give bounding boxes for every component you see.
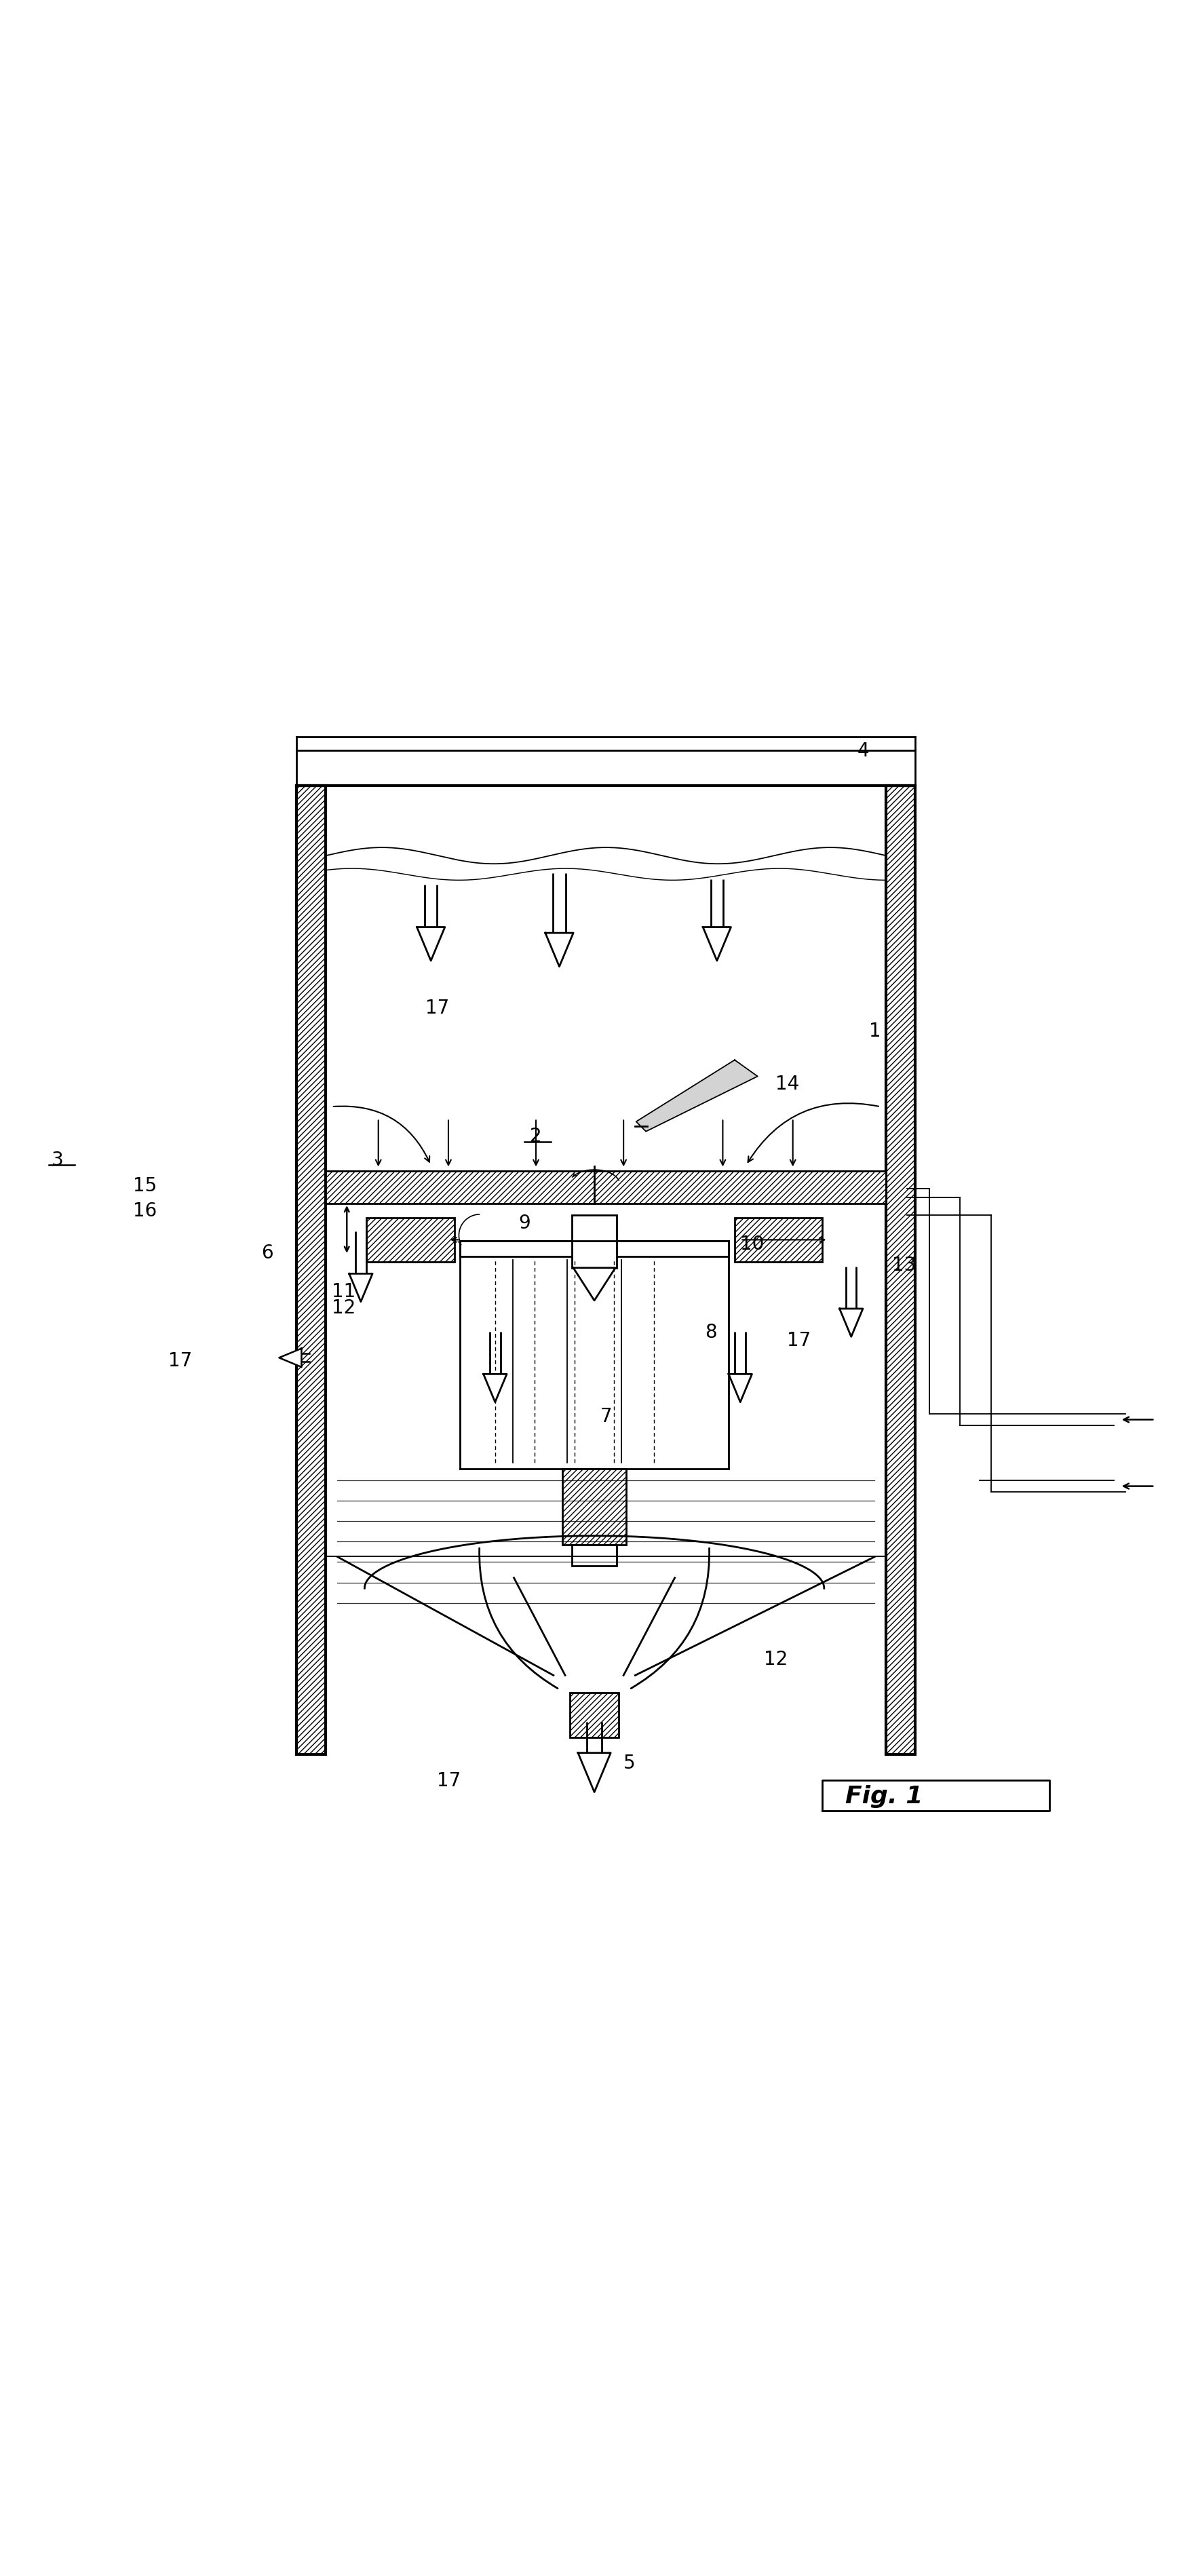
Polygon shape [484,1376,507,1401]
Text: 17: 17 [437,1772,460,1790]
Text: 7: 7 [600,1406,612,1427]
Bar [886,786,916,1754]
Polygon shape [573,1267,616,1301]
Bar [367,1218,454,1262]
Polygon shape [703,927,731,961]
Text: 9: 9 [518,1213,531,1231]
Bar [563,1468,626,1546]
Text: 12: 12 [332,1298,355,1316]
Text: 15: 15 [133,1175,157,1195]
Bar [460,1242,729,1257]
Bar [572,1216,617,1267]
Text: 16: 16 [133,1200,157,1221]
Text: 1: 1 [869,1023,880,1041]
Text: 4: 4 [857,742,869,760]
Bar [570,1692,619,1736]
Text: 10: 10 [740,1234,764,1252]
Bar [326,1172,886,1203]
Polygon shape [636,1061,758,1131]
Text: 17: 17 [787,1332,811,1350]
Text: 17: 17 [168,1350,192,1370]
Text: Fig. 1: Fig. 1 [845,1785,923,1808]
Text: 17: 17 [425,999,448,1018]
Polygon shape [578,1754,611,1793]
Text: 13: 13 [892,1255,916,1275]
Text: 6: 6 [261,1244,273,1262]
Text: 3: 3 [52,1149,64,1170]
Bar [734,1218,822,1262]
Bar [297,786,326,1754]
Polygon shape [350,1275,372,1301]
Text: 12: 12 [764,1649,787,1669]
Text: 2: 2 [530,1126,543,1146]
Text: 14: 14 [776,1074,799,1092]
Polygon shape [729,1376,752,1401]
Polygon shape [839,1309,863,1337]
Polygon shape [279,1350,301,1368]
Text: 11: 11 [332,1283,355,1301]
Text: 8: 8 [705,1324,717,1342]
Bar [572,1546,617,1566]
Text: 5: 5 [624,1754,636,1772]
Polygon shape [545,933,573,966]
Polygon shape [417,927,445,961]
